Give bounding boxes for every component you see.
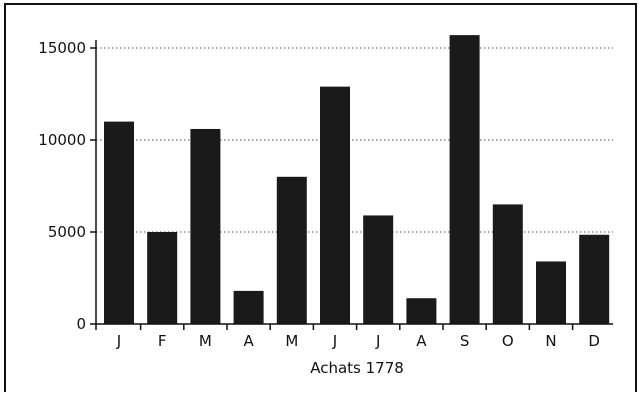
x-tick-label: A: [243, 332, 254, 350]
x-tick-label: J: [116, 332, 121, 350]
y-tick-label: 5000: [48, 223, 86, 241]
bar: [536, 261, 566, 324]
bar: [276, 176, 307, 324]
chart-border: [4, 3, 637, 392]
y-tick-label: 10000: [38, 131, 86, 149]
y-tick-label: 15000: [38, 39, 86, 57]
bar: [190, 128, 221, 324]
x-tick-label: N: [545, 332, 556, 350]
x-axis-title: Achats 1778: [310, 359, 404, 377]
x-tick-label: M: [199, 332, 212, 350]
bar: [449, 35, 480, 325]
x-tick-label: S: [460, 332, 470, 350]
bar: [233, 290, 264, 324]
bar: [147, 232, 178, 324]
x-tick-label: M: [285, 332, 298, 350]
y-tick-label: 0: [76, 315, 86, 333]
x-tick-label: O: [502, 332, 514, 350]
x-tick-label: J: [375, 332, 380, 350]
x-tick-label: J: [332, 332, 337, 350]
bar: [406, 298, 437, 324]
x-tick-label: F: [158, 332, 167, 350]
bar: [492, 204, 523, 324]
bar: [320, 86, 350, 324]
bar: [104, 121, 134, 324]
x-tick-label: D: [588, 332, 600, 350]
x-tick-label: A: [416, 332, 427, 350]
bar: [363, 215, 394, 324]
bar: [579, 234, 610, 324]
